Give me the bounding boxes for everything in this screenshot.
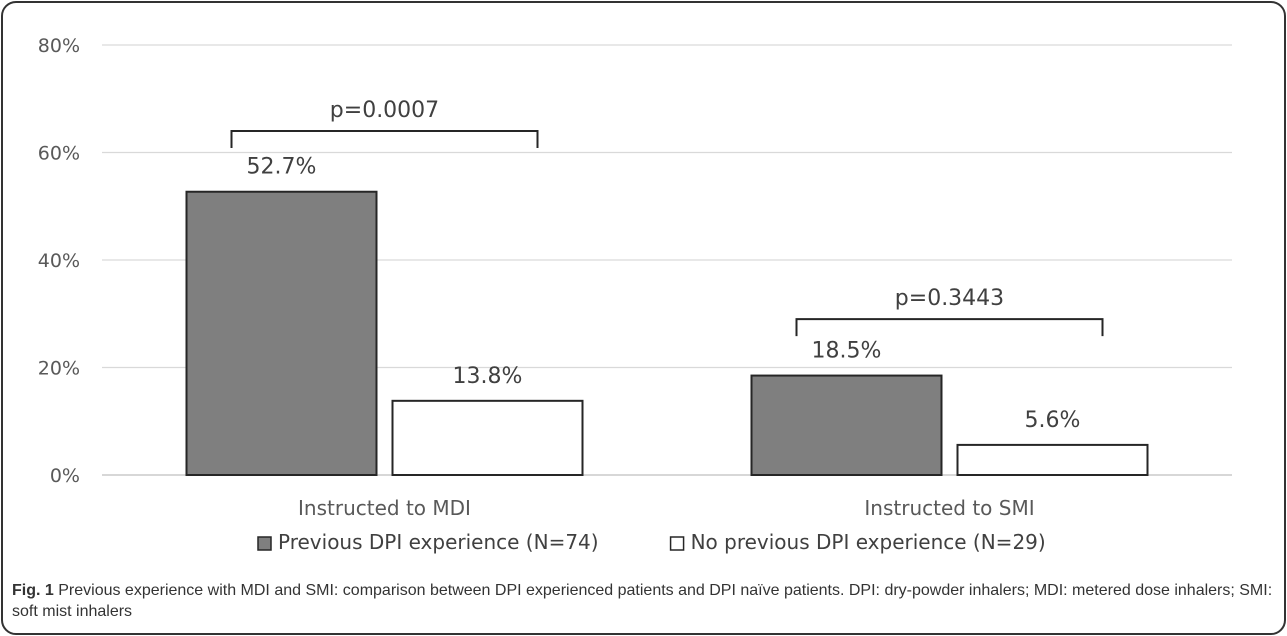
y-tick-label: 40% bbox=[38, 250, 80, 272]
legend-swatch bbox=[257, 536, 272, 551]
p-value-label: p=0.0007 bbox=[330, 98, 439, 123]
y-tick-label: 80% bbox=[38, 35, 80, 57]
y-tick-label: 0% bbox=[50, 465, 80, 487]
x-category-label: Instructed to SMI bbox=[864, 496, 1034, 520]
data-label: 52.7% bbox=[247, 155, 317, 180]
bar bbox=[185, 190, 378, 477]
p-value-label: p=0.3443 bbox=[895, 286, 1004, 311]
legend-label: Previous DPI experience (N=74) bbox=[278, 530, 599, 554]
y-tick-label: 20% bbox=[38, 358, 80, 380]
bar bbox=[391, 399, 584, 477]
x-category-label: Instructed to MDI bbox=[298, 496, 471, 520]
legend-label: No previous DPI experience (N=29) bbox=[691, 530, 1046, 554]
bar bbox=[750, 374, 943, 476]
caption-text: Previous experience with MDI and SMI: co… bbox=[12, 582, 1273, 620]
caption-label: Fig. 1 bbox=[12, 582, 54, 599]
figure-caption: Fig. 1 Previous experience with MDI and … bbox=[12, 580, 1280, 622]
significance-bracket bbox=[230, 130, 539, 148]
data-label: 18.5% bbox=[812, 339, 882, 364]
y-tick-label: 60% bbox=[38, 143, 80, 165]
significance-bracket bbox=[795, 318, 1104, 337]
legend-swatch bbox=[669, 536, 685, 551]
data-label: 5.6% bbox=[1025, 408, 1081, 433]
bar bbox=[956, 443, 1149, 476]
data-label: 13.8% bbox=[453, 364, 523, 389]
